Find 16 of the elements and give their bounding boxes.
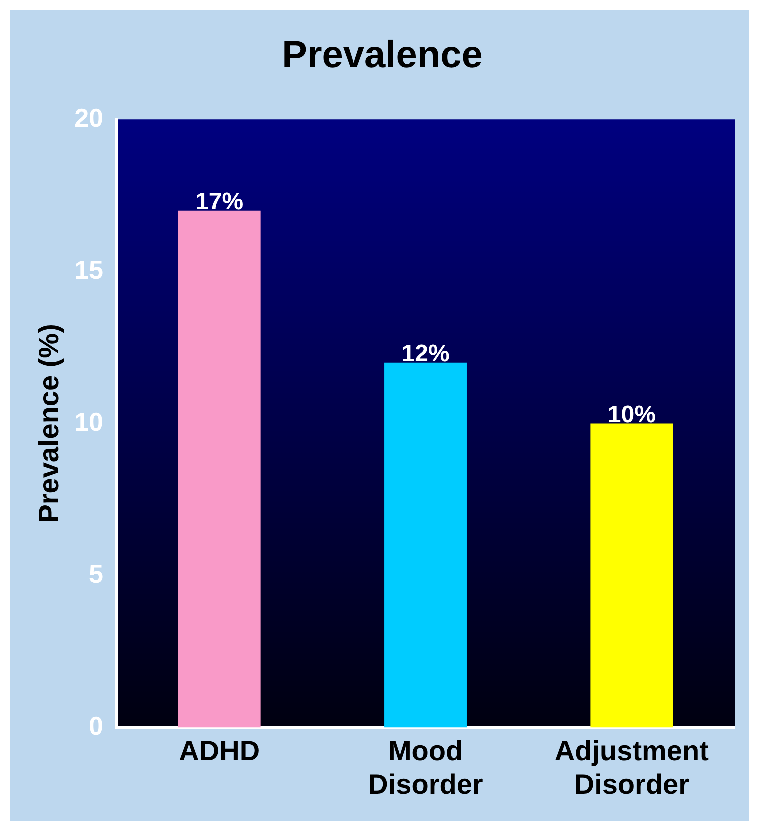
- data-label: 10%: [608, 401, 656, 428]
- y-tick-label: 20: [74, 102, 104, 133]
- chart-title: Prevalence: [282, 34, 483, 76]
- bar: [178, 210, 261, 728]
- x-tick-label: Mood Disorder: [368, 735, 484, 800]
- data-label: 12%: [402, 340, 450, 368]
- y-tick-label: 10: [74, 406, 104, 437]
- y-tick-label: 15: [74, 254, 104, 285]
- bar: [384, 362, 467, 728]
- bar: [590, 424, 674, 728]
- data-label: 17%: [196, 188, 244, 216]
- y-tick-label: 5: [89, 558, 104, 589]
- x-tick-label: ADHD: [179, 735, 260, 766]
- y-axis-title: Prevalence (%): [34, 324, 65, 524]
- x-tick-label: Adjustment Disorder: [554, 735, 709, 800]
- y-tick-label: 0: [89, 710, 104, 741]
